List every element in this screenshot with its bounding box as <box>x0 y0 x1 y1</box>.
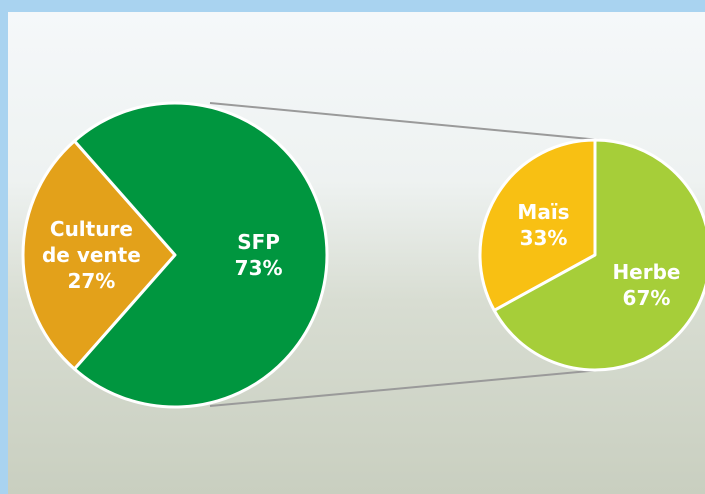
value-label: 73% <box>203 255 315 281</box>
category-label: Maïs <box>488 199 600 225</box>
value-label: 67% <box>590 285 702 311</box>
category-label: Culture de vente <box>35 216 147 268</box>
value-label: 27% <box>35 268 147 294</box>
category-label: Herbe <box>590 259 702 285</box>
screen: Culture de vente27% SFP73% Maïs33% Herbe67% <box>0 0 705 494</box>
value-label: 33% <box>488 225 600 251</box>
category-label: SFP <box>203 229 315 255</box>
